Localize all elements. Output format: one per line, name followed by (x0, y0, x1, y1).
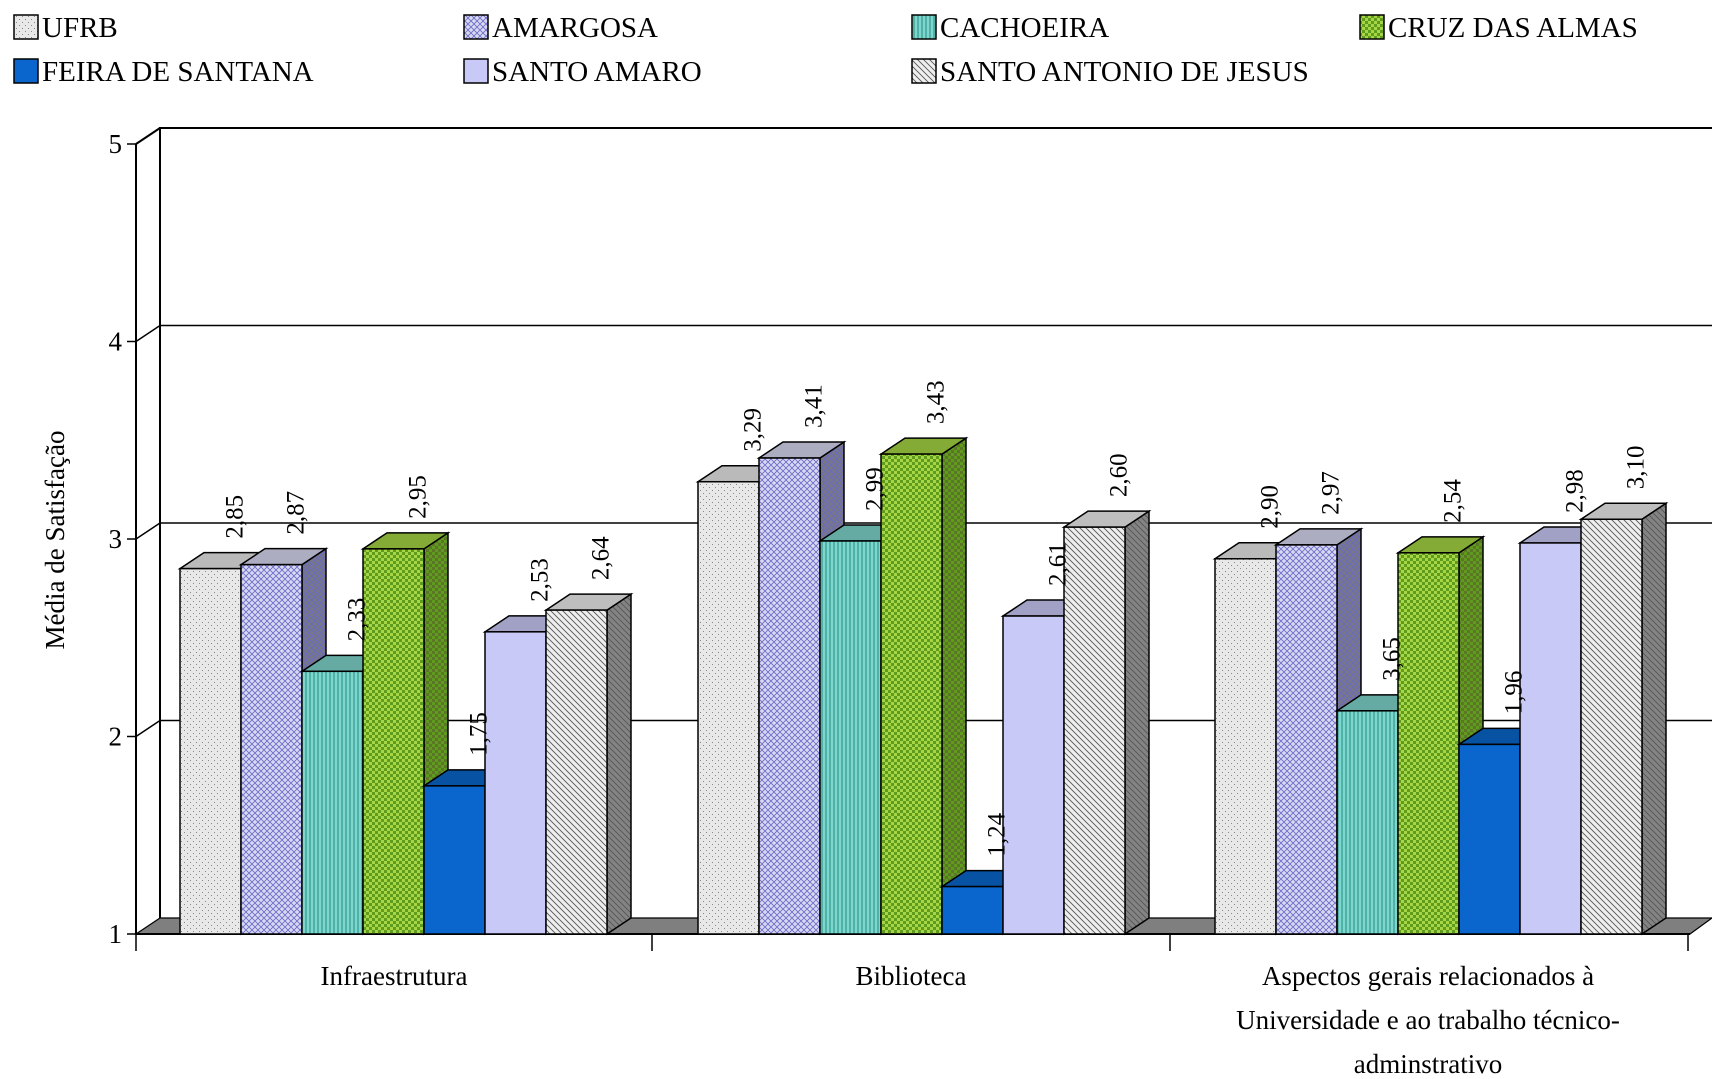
bar (240, 563, 303, 935)
legend-swatch (463, 58, 489, 84)
bar (1275, 544, 1338, 935)
bar (1336, 710, 1399, 935)
bar (819, 540, 882, 935)
legend-entry: UFRB (42, 12, 118, 44)
x-category-label: adminstrativo (1354, 1049, 1502, 1074)
data-label: 3,10 (1623, 446, 1650, 490)
bar (1063, 526, 1126, 935)
legend-entry: SANTO ANTONIO DE JESUS (940, 56, 1309, 88)
x-category-label: Biblioteca (856, 961, 967, 991)
x-category-label: Aspectos gerais relacionados à (1262, 961, 1594, 991)
data-label: 2,33 (344, 598, 371, 642)
data-label: 1,96 (1501, 671, 1528, 715)
data-label: 3,43 (923, 380, 950, 424)
data-label: 2,54 (1440, 479, 1467, 523)
y-tick-label: 4 (109, 327, 123, 357)
data-label: 2,97 (1318, 471, 1345, 515)
y-tick-label: 5 (109, 129, 123, 159)
x-category-label: Infraestrutura (321, 961, 468, 991)
legend-swatch (911, 14, 937, 40)
data-labels-group: 2,85 2,87 2,33 2,95 1,75 2,53 2,64 3,29 3,41 2,99… (222, 380, 1650, 856)
bar (1519, 542, 1582, 935)
bar (301, 670, 364, 935)
bar (941, 885, 1004, 935)
legend-swatch (463, 14, 489, 40)
data-label: 2,99 (862, 467, 889, 511)
data-label: 2,90 (1257, 485, 1284, 529)
gridline (135, 522, 1712, 540)
data-label: 3,65 (1379, 637, 1406, 681)
y-axis-top-edge (135, 127, 161, 145)
y-axis-title: Média de Satisfação (40, 431, 70, 650)
data-label: 2,64 (588, 536, 615, 580)
data-label: 2,60 (1106, 453, 1133, 497)
y-tick-label: 1 (109, 919, 123, 949)
legend-swatch (13, 58, 39, 84)
gridline (135, 719, 1712, 738)
x-category-label: Universidade e ao trabalho técnico- (1236, 1005, 1620, 1035)
bar (1580, 518, 1643, 935)
legend-entry: SANTO AMARO (492, 56, 702, 88)
gridline (135, 324, 1712, 343)
legend-swatch (1359, 14, 1385, 40)
bar (1214, 558, 1277, 935)
data-label: 2,61 (1045, 542, 1072, 586)
legend-entry: FEIRA DE SANTANA (42, 56, 314, 88)
data-label: 2,85 (222, 495, 249, 539)
bar (1397, 552, 1460, 935)
y-tick-label: 3 (109, 524, 123, 554)
legend: UFRB AMARGOSA CACHOEIRA CRUZ DAS ALMAS FEIRA… (13, 12, 1638, 88)
y-tick-label: 2 (109, 722, 123, 752)
bar (423, 785, 486, 935)
legend-swatch (911, 58, 937, 84)
legend-entry: AMARGOSA (492, 12, 658, 44)
bar (1458, 743, 1521, 935)
legend-swatch (13, 14, 39, 40)
data-label: 2,98 (1562, 469, 1589, 513)
bar (362, 548, 425, 935)
data-label: 2,95 (405, 475, 432, 519)
bar (545, 609, 608, 935)
bar (1002, 615, 1065, 935)
bar (697, 480, 760, 935)
bar-side (941, 436, 967, 936)
legend-entry: CACHOEIRA (940, 12, 1109, 44)
bar-side (1124, 509, 1150, 936)
legend-entry: CRUZ DAS ALMAS (1388, 12, 1638, 44)
bar (880, 453, 943, 935)
bar (179, 567, 242, 935)
bar (758, 457, 821, 935)
bars-group (177, 436, 1669, 936)
bar-side (606, 592, 632, 936)
bar-side (1641, 501, 1667, 936)
data-label: 2,87 (283, 491, 310, 535)
bar (484, 631, 547, 935)
data-label: 1,75 (466, 712, 493, 756)
data-label: 1,24 (984, 812, 1011, 856)
data-label: 3,29 (740, 408, 767, 452)
data-label: 2,53 (527, 558, 554, 602)
data-label: 3,41 (801, 384, 828, 428)
